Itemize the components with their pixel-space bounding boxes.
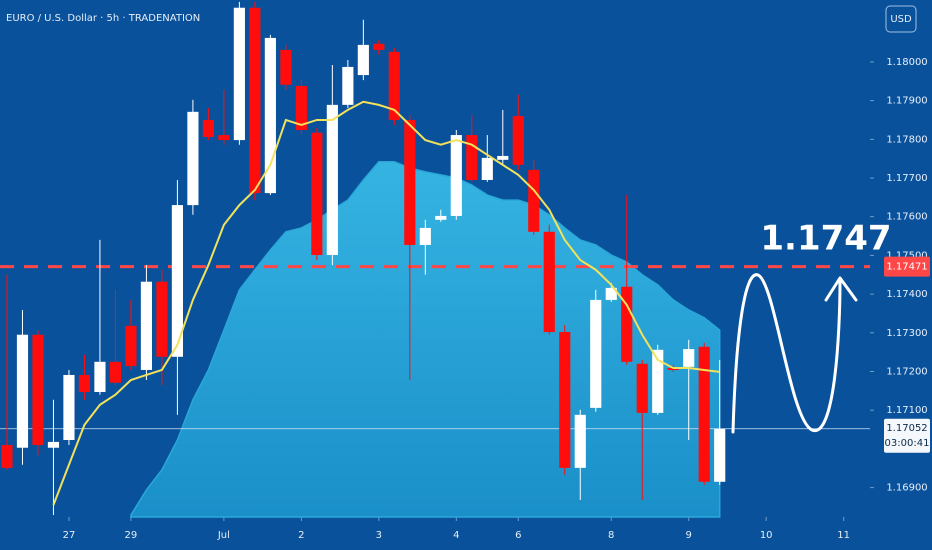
y-tick-label: 1.17100 xyxy=(886,405,927,416)
candle-body xyxy=(1,445,13,468)
y-tick-label: 1.17600 xyxy=(886,212,927,223)
plot-area: 1.16900 1.17100 1.17200 1.17300 1.17400 1.175… xyxy=(0,1,928,541)
level-label: 1.17471 xyxy=(886,262,927,273)
candle-body xyxy=(621,286,633,362)
chart-title: EURO / U.S. Dollar · 5h · TRADENATION xyxy=(6,13,200,24)
candle-body xyxy=(47,441,60,448)
candle-body xyxy=(78,374,91,393)
candle-body xyxy=(280,49,292,85)
moving-average-line xyxy=(52,100,720,506)
y-tick-label: 1.17200 xyxy=(886,366,927,377)
candle-body xyxy=(156,281,168,357)
candle-body xyxy=(481,157,493,180)
y-tick-label: 1.17500 xyxy=(886,250,927,261)
candle-body xyxy=(218,135,230,141)
countdown-label: 03:00:41 xyxy=(885,438,930,449)
candle-body xyxy=(32,334,44,446)
candle-body xyxy=(466,135,478,180)
x-tick-label: 9 xyxy=(686,530,692,541)
candle-body xyxy=(388,51,400,120)
candle-body xyxy=(342,66,354,105)
candle-body xyxy=(311,132,323,256)
candle-body xyxy=(125,325,137,367)
x-tick-label: 11 xyxy=(837,530,850,541)
candle-body xyxy=(264,37,276,194)
candle-body xyxy=(326,104,338,256)
x-tick-label: 29 xyxy=(125,530,138,541)
x-tick-label: 8 xyxy=(608,530,614,541)
candle-body xyxy=(497,155,509,160)
candle-body xyxy=(233,7,245,141)
candle-body xyxy=(512,116,524,165)
currency-label[interactable]: USD xyxy=(890,14,912,25)
y-tick-label: 1.17400 xyxy=(886,289,927,300)
drawn-arrow xyxy=(731,273,858,434)
candle-body xyxy=(109,361,122,383)
candle-body xyxy=(528,169,540,232)
candle-body xyxy=(404,119,416,245)
currency-button[interactable] xyxy=(885,5,917,33)
y-tick-label: 1.18000 xyxy=(886,57,927,68)
y-tick-label: 1.17300 xyxy=(886,328,927,339)
candle-body xyxy=(63,374,75,440)
x-tick-label: 6 xyxy=(515,530,521,541)
candle-body xyxy=(249,7,261,194)
candle-body xyxy=(16,334,29,448)
candle-body xyxy=(357,44,369,76)
candle-body xyxy=(373,43,385,50)
candle-body xyxy=(543,231,555,333)
x-tick-label: Jul xyxy=(217,530,230,541)
x-tick-label: 2 xyxy=(298,530,304,541)
candle-body xyxy=(94,361,106,393)
x-tick-label: 10 xyxy=(760,530,773,541)
x-tick-label: 27 xyxy=(63,530,76,541)
last-price-label: 1.17052 xyxy=(886,423,927,434)
candle-body xyxy=(202,119,214,137)
annotation: 1.1747 xyxy=(760,219,891,259)
y-tick-label: 1.17900 xyxy=(886,96,927,107)
candle-body xyxy=(683,349,695,367)
y-tick-label: 1.16900 xyxy=(886,483,927,494)
last-price-box xyxy=(884,418,930,453)
candle-body xyxy=(590,299,602,408)
candle-body xyxy=(636,363,648,413)
x-tick-label: 3 xyxy=(376,530,382,541)
candle-body xyxy=(450,135,462,216)
candle-body xyxy=(435,215,447,220)
candle-body xyxy=(187,111,199,206)
candle-body xyxy=(419,227,431,245)
y-tick-label: 1.17800 xyxy=(886,134,927,145)
candle-body xyxy=(714,428,726,482)
candle-body xyxy=(559,332,571,468)
y-tick-label: 1.17700 xyxy=(886,173,927,184)
candle-body xyxy=(652,349,664,413)
candle-body xyxy=(295,85,307,131)
candle-body xyxy=(698,346,710,482)
candle-body xyxy=(574,414,586,468)
candle-body xyxy=(605,287,617,300)
level-label-box xyxy=(884,256,930,277)
candle-body xyxy=(171,205,183,357)
candle-body xyxy=(140,281,152,370)
x-tick-label: 4 xyxy=(453,530,459,541)
